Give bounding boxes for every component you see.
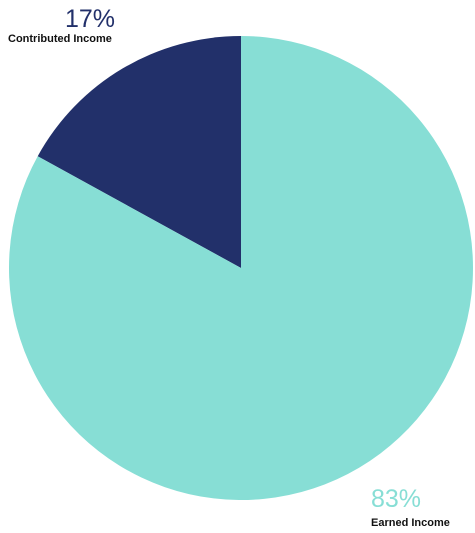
earned-income-name: Earned Income xyxy=(371,516,450,530)
pie-slices xyxy=(9,36,473,500)
contributed-income-label: 17% Contributed Income xyxy=(8,6,115,46)
earned-income-percent: 83% xyxy=(371,486,450,512)
earned-income-label: 83% Earned Income xyxy=(371,486,450,530)
contributed-income-percent: 17% xyxy=(8,6,115,32)
contributed-income-name: Contributed Income xyxy=(8,32,115,46)
